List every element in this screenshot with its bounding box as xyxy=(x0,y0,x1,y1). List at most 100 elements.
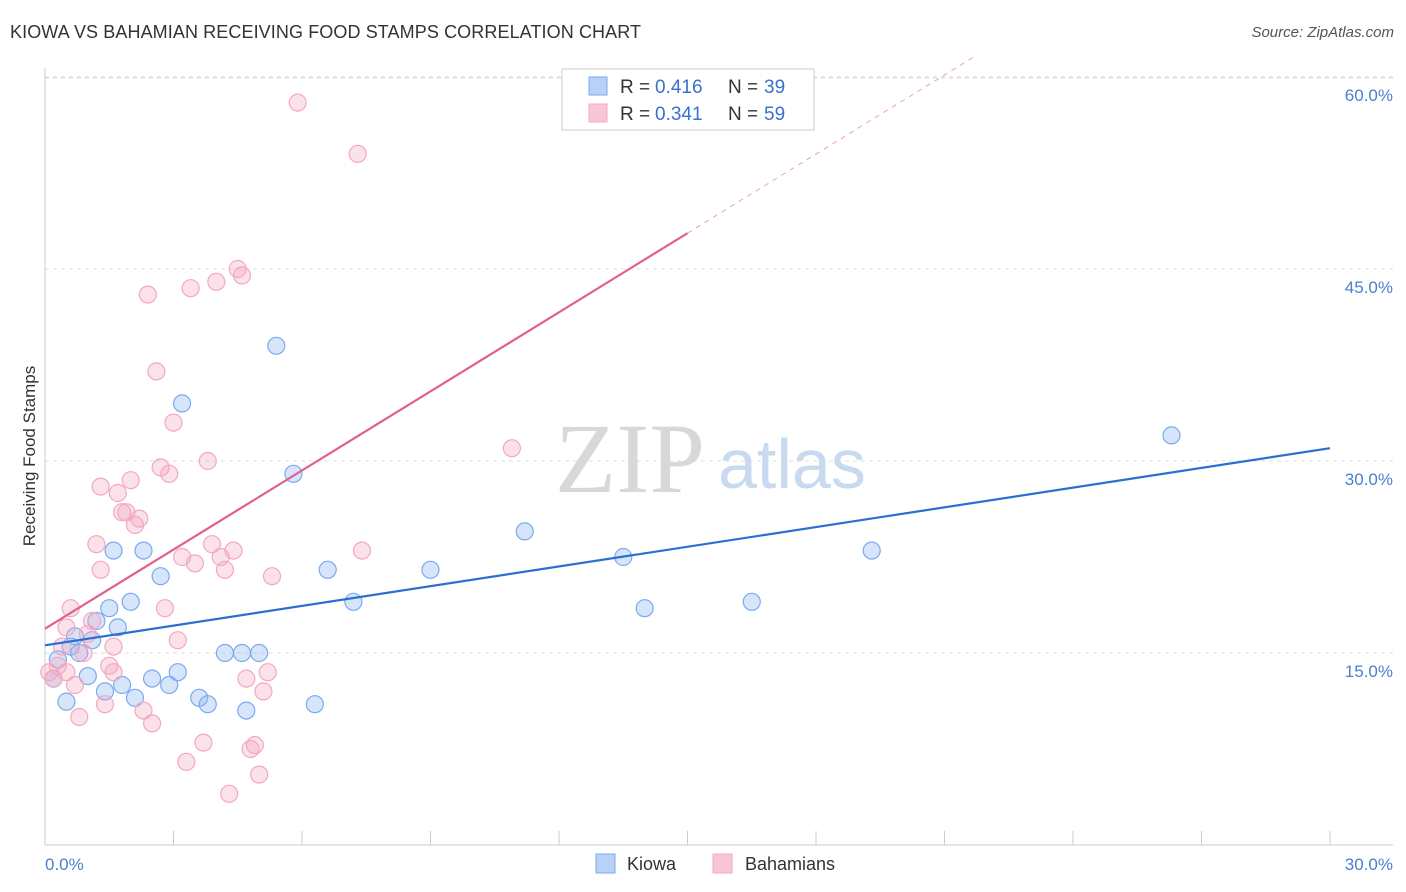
bahamians-point-27 xyxy=(142,714,162,733)
correlation-legend: R = 0.416 N = 39 R = 0.341 N = 59 xyxy=(561,68,815,131)
kiowa-point-24 xyxy=(215,643,234,663)
x-tick-labels: 0.0% 30.0% xyxy=(45,855,1393,874)
legend-r-label-bahamians: R = xyxy=(620,104,650,125)
kiowa-point-9 xyxy=(95,682,115,701)
bahamians-point-13 xyxy=(91,560,110,579)
kiowa-point-15 xyxy=(125,688,145,707)
bahamians-point-52 xyxy=(254,682,273,701)
bahamians-point-47 xyxy=(232,266,252,285)
source-credit: Source: ZipAtlas.com xyxy=(1251,24,1394,41)
legend-swatch-bahamians xyxy=(588,103,608,123)
kiowa-point-36 xyxy=(635,599,654,618)
bahamians-point-41 xyxy=(207,272,226,291)
legend-r-label-kiowa: R = xyxy=(620,77,650,98)
legend-n-label-kiowa: N = xyxy=(728,77,758,98)
legend-swatch-kiowa xyxy=(588,76,608,96)
bahamians-point-8 xyxy=(70,707,89,727)
kiowa-point-21 xyxy=(172,394,192,413)
bahamians-point-26 xyxy=(138,285,157,304)
y-tick-label-0: 15.0% xyxy=(1345,662,1393,681)
bahamians-point-5 xyxy=(57,663,76,682)
axes xyxy=(44,68,1393,846)
x-tick-label-1: 30.0% xyxy=(1345,855,1393,874)
bahamians-point-48 xyxy=(237,669,256,688)
bahamians-point-19 xyxy=(108,483,127,503)
gridlines xyxy=(45,76,1393,654)
legend-n-value-kiowa: 39 xyxy=(764,77,785,98)
kiowa-point-31 xyxy=(318,560,337,579)
bahamians-point-57 xyxy=(352,541,372,560)
x-tick-label-0: 0.0% xyxy=(45,855,84,874)
series-legend: Kiowa Bahamians xyxy=(595,853,835,874)
y-tick-label-1: 30.0% xyxy=(1345,470,1393,489)
bahamians-point-44 xyxy=(220,784,239,803)
kiowa-point-32 xyxy=(344,592,363,611)
kiowa-point-27 xyxy=(250,643,269,663)
y-tick-labels: 15.0% 30.0% 45.0% 60.0% xyxy=(1345,86,1393,681)
kiowa-point-28 xyxy=(267,336,286,355)
bahamians-point-25 xyxy=(134,701,153,720)
kiowa-point-18 xyxy=(151,567,170,586)
bahamians-point-11 xyxy=(83,611,102,631)
kiowa-point-8 xyxy=(87,611,106,631)
bahamians-trend-extension xyxy=(687,56,975,234)
chart-title: KIOWA VS BAHAMIAN RECEIVING FOOD STAMPS … xyxy=(10,22,642,42)
bahamians-point-32 xyxy=(164,413,183,432)
bahamians-point-45 xyxy=(224,541,243,560)
kiowa-point-33 xyxy=(421,560,440,579)
bahamians-point-53 xyxy=(258,663,277,682)
bahamians-point-12 xyxy=(87,535,106,554)
bahamians-point-7 xyxy=(65,675,85,695)
y-tick-label-3: 60.0% xyxy=(1345,86,1393,105)
kiowa-point-30 xyxy=(305,695,324,714)
legend-r-value-bahamians: 0.341 xyxy=(655,104,703,125)
series-label-kiowa: Kiowa xyxy=(627,854,677,874)
bahamians-point-39 xyxy=(198,451,217,471)
bahamians-point-37 xyxy=(185,554,205,573)
bahamians-point-33 xyxy=(168,631,187,650)
kiowa-point-38 xyxy=(862,541,881,560)
kiowa-point-2 xyxy=(57,692,76,711)
kiowa-trend-line xyxy=(44,447,1331,647)
series-swatch-bahamians xyxy=(712,853,733,874)
bahamians-point-22 xyxy=(121,471,140,490)
kiowa-point-23 xyxy=(198,695,217,714)
bahamians-point-51 xyxy=(250,765,269,784)
kiowa-point-25 xyxy=(232,643,252,663)
legend-n-value-bahamians: 59 xyxy=(764,104,785,125)
series-label-bahamians: Bahamians xyxy=(745,854,835,874)
bahamians-point-14 xyxy=(91,477,110,496)
trend-lines xyxy=(44,56,1331,647)
legend-r-value-kiowa: 0.416 xyxy=(655,77,703,98)
bahamians-point-58 xyxy=(502,439,521,458)
legend-n-label-bahamians: N = xyxy=(728,104,758,125)
kiowa-point-19 xyxy=(160,675,179,695)
kiowa-point-6 xyxy=(78,666,97,686)
kiowa-point-12 xyxy=(108,618,127,637)
watermark-atlas: atlas xyxy=(718,425,866,503)
kiowa-point-5 xyxy=(70,643,89,663)
kiowa-point-14 xyxy=(121,592,140,611)
bahamians-point-38 xyxy=(194,733,213,752)
bahamians-point-56 xyxy=(348,144,367,163)
bahamians-point-50 xyxy=(245,736,264,755)
kiowa-point-10 xyxy=(100,599,119,618)
bahamians-point-55 xyxy=(288,93,307,112)
bahamians-point-18 xyxy=(104,637,123,656)
bahamians-point-40 xyxy=(202,535,222,554)
kiowa-point-34 xyxy=(515,522,534,541)
kiowa-point-37 xyxy=(742,592,761,611)
series-swatch-kiowa xyxy=(595,853,616,874)
kiowa-point-20 xyxy=(168,663,187,682)
bahamians-point-54 xyxy=(262,567,282,586)
kiowa-point-13 xyxy=(112,675,132,695)
bahamians-point-15 xyxy=(95,695,115,714)
bahamians-point-43 xyxy=(215,560,234,579)
bahamians-point-31 xyxy=(160,464,179,483)
watermark-zip: ZIP xyxy=(555,403,705,514)
bahamians-point-3 xyxy=(53,637,72,656)
bahamians-point-24 xyxy=(130,509,149,528)
kiowa-point-11 xyxy=(104,541,123,560)
bahamians-point-4 xyxy=(57,618,76,637)
